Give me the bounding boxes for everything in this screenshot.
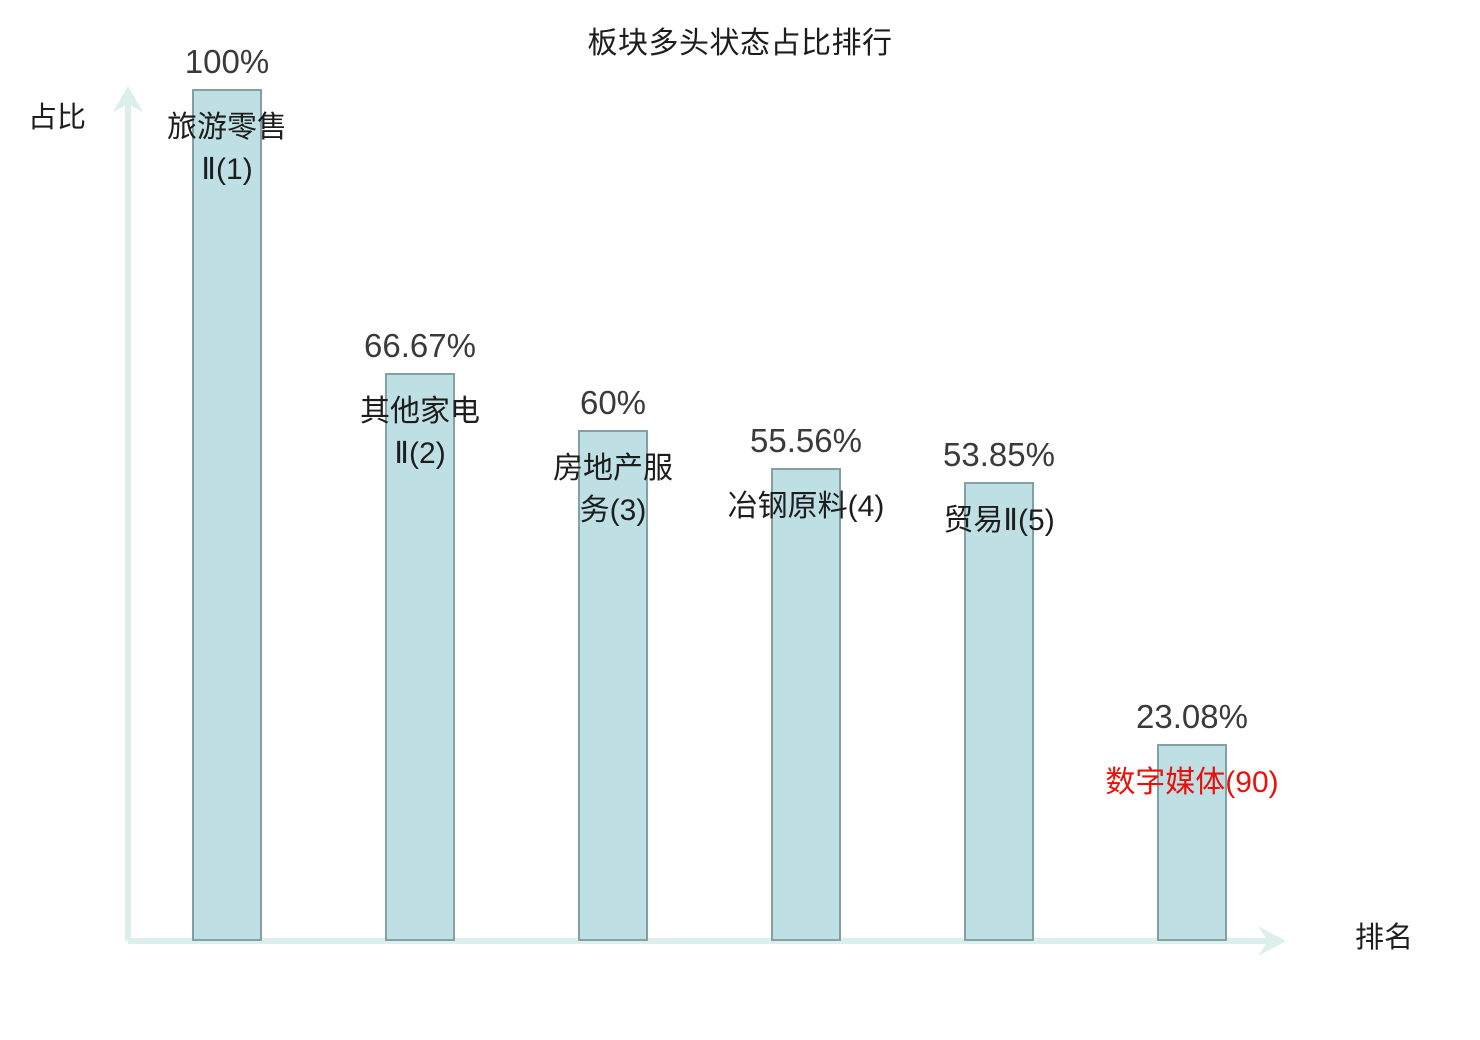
x-axis-tick-label: 房地产服务(3): [521, 448, 706, 532]
x-axis-tick-label-line: Ⅱ(2): [394, 436, 446, 470]
x-axis-tick-label: 数字媒体(90): [1100, 762, 1285, 804]
bar-group[interactable]: 100% 旅游零售 Ⅱ(1): [167, 43, 287, 941]
bar-rect[interactable]: [385, 372, 455, 941]
bar-rect[interactable]: [578, 429, 648, 941]
bar-value-label: 66.67%: [364, 326, 476, 364]
x-axis-tick-label-line: 贸易Ⅱ(5): [943, 504, 1055, 538]
x-axis-tick-label-line: 冶钢原料(4): [727, 489, 885, 523]
bar-value-label: 100%: [184, 43, 270, 80]
bar-rect[interactable]: [192, 89, 262, 941]
bar-value-label: 53.85%: [943, 436, 1055, 474]
bar-group[interactable]: 55.56% 冶钢原料(4): [728, 422, 884, 941]
bar-value-label: 23.08%: [1136, 698, 1248, 736]
bar-group[interactable]: 23.08% 数字媒体(90): [1105, 698, 1279, 941]
x-axis-tick-label: 冶钢原料(4): [714, 486, 899, 528]
chart-title: 板块多头状态占比排行: [587, 27, 893, 60]
bar-rect[interactable]: [771, 467, 841, 941]
y-axis-label: 占比: [28, 102, 87, 134]
x-axis-tick-label-line: Ⅱ(1): [201, 153, 253, 186]
bar-group[interactable]: 66.67% 其他家电 Ⅱ(2): [360, 327, 480, 941]
x-axis-tick-label-line: 旅游零售: [167, 111, 287, 144]
x-axis-tick-label: 其他家电 Ⅱ(2): [328, 391, 513, 475]
x-axis-tick-label-line: 房地产服: [553, 451, 673, 485]
bar-group[interactable]: 60% 房地产服务(3): [553, 384, 673, 941]
bar-value-label: 55.56%: [750, 421, 862, 459]
x-axis-tick-label: 贸易Ⅱ(5): [907, 500, 1092, 542]
x-axis-label: 排名: [1355, 922, 1414, 954]
x-axis-tick-label-line: 数字媒体(90): [1105, 766, 1279, 800]
bar-rect[interactable]: [1157, 744, 1227, 941]
x-axis-tick-label-line: 其他家电: [360, 394, 480, 428]
x-axis-tick-label: 旅游零售 Ⅱ(1): [135, 107, 320, 191]
x-axis-tick-label-line: 务(3): [579, 493, 647, 527]
bar-value-label: 60%: [579, 383, 647, 421]
bar-group[interactable]: 53.85% 贸易Ⅱ(5): [943, 436, 1055, 941]
bar-rect[interactable]: [964, 482, 1034, 941]
